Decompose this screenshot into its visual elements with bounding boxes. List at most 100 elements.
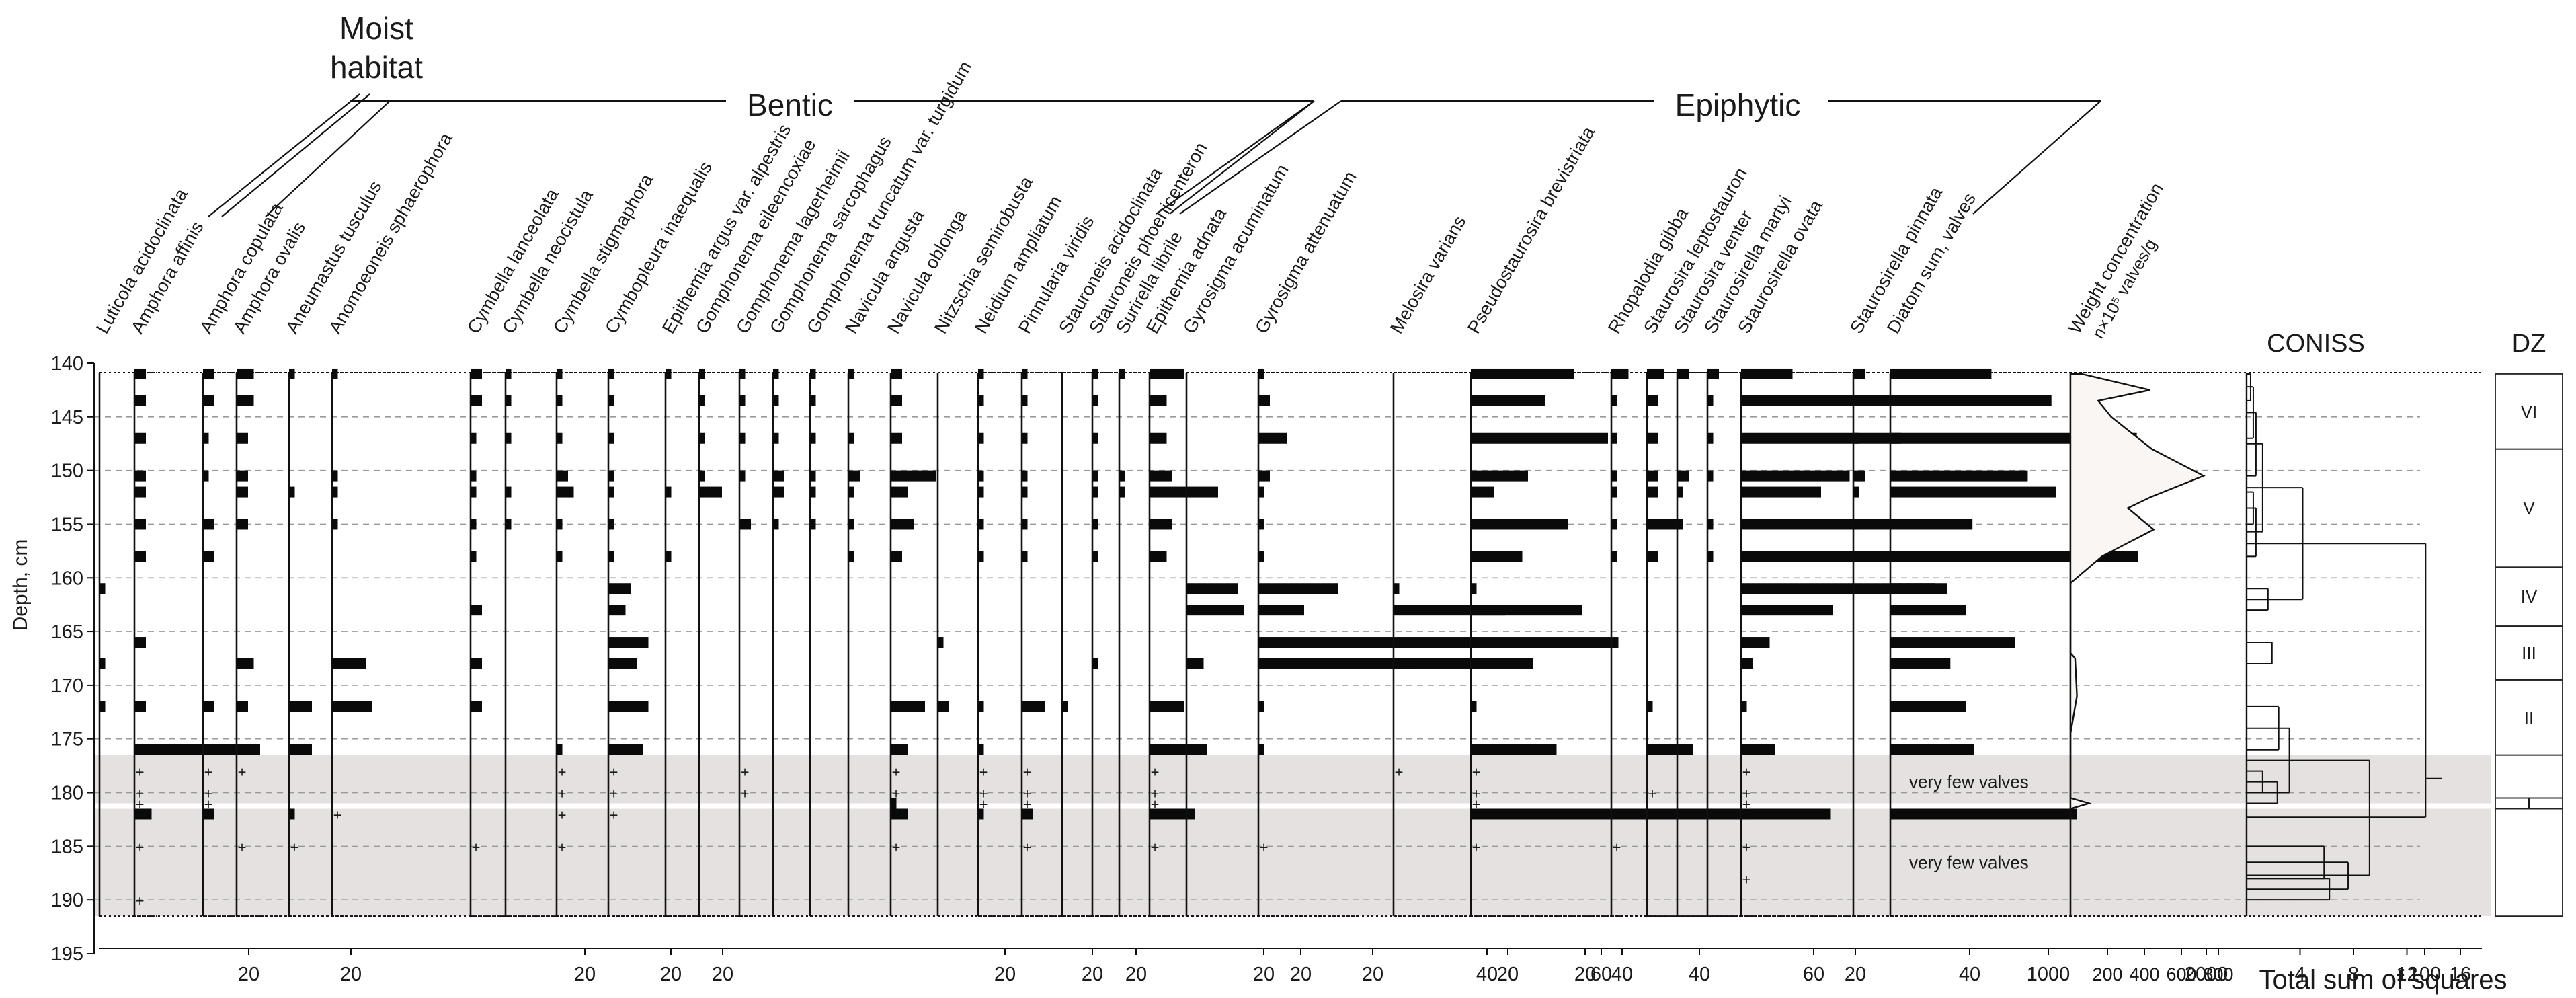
bar-gomphonema-lagerheimii-150.5	[739, 470, 746, 482]
taxon-x-tick-label: 40	[1611, 964, 1633, 985]
taxon-x-tick-label: 20	[1574, 964, 1596, 985]
depth-tick-label-155: 155	[51, 514, 83, 535]
bar-gomphonema-sarcophagus-155	[773, 519, 779, 530]
bar-neidium-ampliatum-152	[978, 486, 984, 498]
bar-epithemia-adnata-176	[1150, 744, 1207, 755]
group-line	[208, 93, 360, 217]
depth-tick-label-190: 190	[51, 890, 83, 911]
rare-presence-mark: +	[1742, 839, 1751, 855]
bar-stauroneis-phoenicenteron-143.5	[1092, 395, 1098, 406]
bar-rhopalodia-gibba-147	[1611, 432, 1617, 444]
bar-gyrosigma-attenuatum-141	[1258, 368, 1264, 379]
rare-presence-mark: +	[136, 764, 145, 781]
bar-diatom-sum-valves-141	[1890, 368, 1992, 379]
zone-label-iii: III	[2522, 643, 2536, 663]
bar-gomphonema-lagerheimii-155	[739, 519, 751, 530]
note-very-few-valves-1: very few valves	[1909, 772, 2029, 792]
bar-pinnularia-viridis-172	[1022, 701, 1045, 712]
bar-pseudostaurosira-brevistriata-152	[1471, 486, 1494, 498]
bar-cymbella-neocistula-143.5	[506, 395, 512, 406]
bar-staurosirella-martyi-155	[1707, 519, 1714, 530]
bar-neidium-ampliatum-143.5	[978, 395, 984, 406]
rare-presence-mark: +	[558, 806, 567, 823]
bar-epithemia-argus-var-alpestris-158	[666, 551, 672, 562]
bar-diatom-sum-valves-155	[1890, 519, 1973, 530]
bar-cymbella-neocistula-155	[506, 519, 512, 530]
bar-diatom-sum-valves-182	[1890, 808, 2077, 820]
bar-cymbella-stigmaphora-176	[557, 744, 563, 755]
bar-amphora-copulata-141	[203, 368, 214, 379]
bar-staurosira-venter-150.5	[1677, 470, 1689, 482]
bar-gyrosigma-attenuatum-172	[1258, 701, 1264, 712]
bar-amphora-ovalis-143.5	[237, 395, 254, 406]
zone-label-ii: II	[2524, 707, 2534, 728]
bar-rhopalodia-gibba-143.5	[1611, 395, 1617, 406]
rare-presence-mark: +	[136, 892, 145, 909]
rare-presence-mark: +	[1151, 764, 1160, 781]
coniss-axis-title: Total sum of squares	[2259, 965, 2507, 995]
annotation-notes: very few valves very few valves	[1909, 772, 2029, 873]
bar-neidium-ampliatum-155	[978, 519, 984, 530]
bar-staurosirella-pinnata-150.5	[1853, 470, 1865, 482]
bar-neidium-ampliatum-147	[978, 432, 984, 444]
bar-surirella-librile-150.5	[1119, 470, 1125, 482]
bar-amphora-copulata-155	[203, 519, 214, 530]
taxon-x-tick-label: 40	[1476, 964, 1498, 985]
rare-presence-mark: +	[741, 785, 750, 802]
concentration-x-tick-label: 200	[2092, 964, 2122, 985]
bar-stauroneis-phoenicenteron-152	[1092, 486, 1098, 498]
bar-rhopalodia-gibba-155	[1611, 519, 1617, 530]
bar-amphora-affinis-141	[134, 368, 146, 379]
bar-amphora-affinis-166	[134, 637, 146, 648]
coniss-x-tick-label: 8	[2348, 964, 2359, 985]
bar-gyrosigma-attenuatum-163	[1258, 605, 1304, 616]
bar-staurosirella-pinnata-155	[1853, 519, 1859, 530]
bar-diatom-sum-valves-161	[1890, 583, 1947, 594]
coniss-label: CONISS	[2267, 330, 2365, 358]
bar-pinnularia-viridis-152	[1022, 486, 1028, 498]
bar-gomphonema-eileencoxiae-143.5	[699, 395, 705, 406]
bar-anomoeoneis-sphaerophora-172	[332, 701, 372, 712]
taxon-x-tick-label: 40	[1689, 964, 1710, 985]
coniss-dendrogram-panel: 4 8 12 16 CONISS Total sum of squares	[2245, 330, 2507, 995]
bar-staurosirella-ovata-163	[1741, 605, 1833, 616]
bar-cymbopleura-inaequalis-176	[608, 744, 643, 755]
rare-presence-mark: +	[979, 785, 988, 802]
coniss-x-tick-label: 16	[2450, 964, 2471, 985]
bar-navicula-oblonga-158	[891, 551, 902, 562]
bar-navicula-oblonga-181	[891, 798, 897, 809]
group-line	[221, 93, 370, 217]
zone-label-v: V	[2523, 498, 2535, 519]
bar-navicula-angusta-155	[848, 519, 854, 530]
bar-navicula-oblonga-155	[891, 519, 914, 530]
bar-amphora-copulata-172	[203, 701, 214, 712]
bar-neidium-ampliatum-182	[978, 808, 984, 820]
bar-navicula-angusta-150.5	[848, 470, 860, 482]
bar-cymbella-stigmaphora-152	[557, 486, 574, 498]
bar-cymbopleura-inaequalis-172	[608, 701, 649, 712]
rare-presence-mark: +	[204, 764, 213, 781]
depth-axis: Depth, cm 140 145 150 155 160 165 170 175 180 185…	[9, 353, 95, 965]
bar-gomphonema-sarcophagus-143.5	[773, 395, 779, 406]
bar-gyrosigma-attenuatum-176	[1258, 744, 1264, 755]
rare-presence-mark: +	[136, 796, 145, 813]
taxon-x-tick-label: 20	[1845, 964, 1866, 985]
zones-label: DZ	[2512, 330, 2546, 358]
bar-cymbella-stigmaphora-158	[557, 551, 563, 562]
bar-pseudostaurosira-brevistriata-161	[1471, 583, 1477, 594]
rare-presence-mark: +	[558, 764, 567, 781]
bar-aneumastus-tusculus-176	[289, 744, 312, 755]
group-label-moist-habitat: Moist	[339, 11, 413, 46]
bar-amphora-ovalis-172	[237, 701, 248, 712]
depth-tick-label-140: 140	[51, 353, 83, 375]
rare-presence-mark: +	[1472, 839, 1481, 855]
bar-cymbopleura-inaequalis-147	[608, 432, 614, 444]
bar-staurosirella-martyi-143.5	[1707, 395, 1714, 406]
rare-presence-mark: +	[558, 839, 567, 855]
bar-pseudostaurosira-brevistriata-182	[1471, 808, 1831, 820]
zone-label-vi: VI	[2521, 401, 2538, 422]
bar-cymbella-lanceolata-152	[471, 486, 477, 498]
bar-gomphonema-sarcophagus-150.5	[773, 470, 784, 482]
bar-gomphonema-eileencoxiae-141	[699, 368, 705, 379]
coniss-x-tick-label: 12	[2396, 964, 2417, 985]
